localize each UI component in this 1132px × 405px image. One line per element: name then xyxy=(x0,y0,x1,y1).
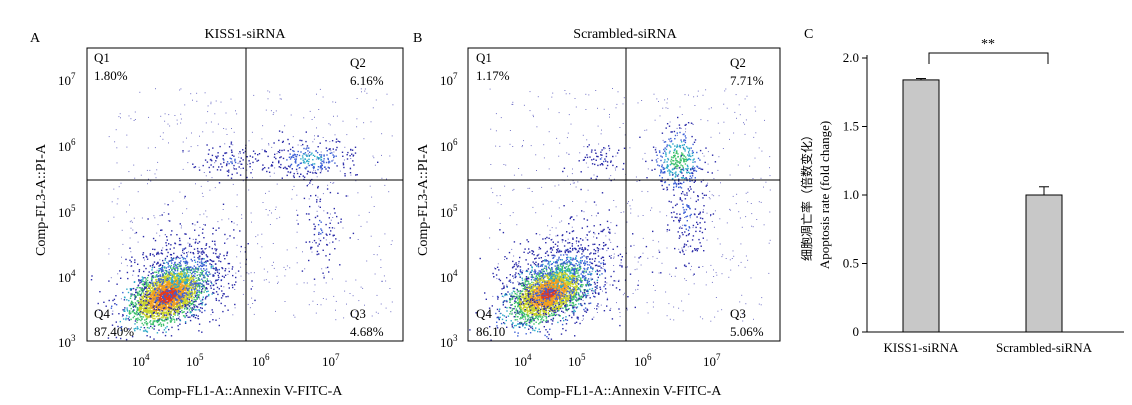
panel-a-q4-name: Q4 xyxy=(94,306,110,321)
panel-b-xtick-1e5: 105 xyxy=(568,352,586,369)
panel-b-q2-value: 7.71% xyxy=(730,73,764,88)
panel-c-ytick-label: 2.0 xyxy=(843,50,859,65)
panel-c-ylabel: Apoptosis rate (fold change) xyxy=(817,121,832,269)
significance-bracket xyxy=(928,52,1049,64)
panel-b: B Scrambled-siRNA Q1 1.17% Q2 7.71% Q3 5… xyxy=(413,27,781,399)
panel-b-ytick-1e5: 105 xyxy=(440,203,458,220)
panel-c: C 0 0.5 1.0 1.5 2.0 ** KISS1-siRNA Scrambled… xyxy=(799,27,1124,355)
panel-a-xtick-1e5: 105 xyxy=(186,352,204,369)
panel-b-label: B xyxy=(413,31,422,46)
panel-b-ylabel: Comp-FL3-A::PI-A xyxy=(416,143,431,256)
panel-b-q1-value: 1.17% xyxy=(476,68,510,83)
panel-b-xtick-1e4: 104 xyxy=(514,352,532,369)
panel-a-xtick-1e7: 107 xyxy=(322,352,340,369)
panel-b-xtick-1e6: 106 xyxy=(634,352,652,369)
panel-c-label: C xyxy=(804,27,813,42)
panel-c-ytick-label: 0 xyxy=(853,324,860,339)
panel-b-ytick-1e7: 107 xyxy=(440,71,458,88)
panel-b-xtick-1e7: 107 xyxy=(703,352,721,369)
panel-a-dots xyxy=(90,88,394,341)
panel-a-ytick-1e6: 106 xyxy=(58,137,76,154)
panel-a-ytick-1e5: 105 xyxy=(58,203,76,220)
panel-a-q4-value: 87.40% xyxy=(94,324,134,339)
panel-c-ytick-label: 1.0 xyxy=(843,187,859,202)
panel-b-title: Scrambled-siRNA xyxy=(573,27,677,42)
panel-a-q3-name: Q3 xyxy=(350,306,366,321)
panel-b-ytick-1e3: 103 xyxy=(440,333,458,350)
panel-c-ytick-label: 0.5 xyxy=(843,256,859,271)
panel-a-label: A xyxy=(30,31,41,46)
panel-c-bar xyxy=(902,79,940,333)
panel-a-q3-value: 4.68% xyxy=(350,324,384,339)
panel-a-q2-value: 6.16% xyxy=(350,73,384,88)
panel-c-ylabel-chinese: 细胞凋亡率（倍数变化） xyxy=(799,129,814,261)
panel-c-yticks: 0 0.5 1.0 1.5 2.0 xyxy=(843,50,867,339)
panel-b-ytick-1e6: 106 xyxy=(440,137,458,154)
panel-a-q1-name: Q1 xyxy=(94,50,110,65)
panel-b-q4-name: Q4 xyxy=(476,306,492,321)
panel-c-bar xyxy=(1025,194,1063,333)
panel-a-ytick-1e7: 107 xyxy=(58,71,76,88)
panel-b-q3-name: Q3 xyxy=(730,306,746,321)
panel-b-xlabel: Comp-FL1-A::Annexin V-FITC-A xyxy=(527,384,723,399)
panel-b-q4-value: 86.10 xyxy=(476,324,505,339)
panel-a-q1-value: 1.80% xyxy=(94,68,128,83)
panel-a-q2-name: Q2 xyxy=(350,55,366,70)
panel-b-frame xyxy=(467,47,781,342)
panel-c-category-2: Scrambled-siRNA xyxy=(996,340,1093,355)
significance-marker: ** xyxy=(981,37,995,52)
panel-b-q1-name: Q1 xyxy=(476,50,492,65)
panel-a-title: KISS1-siRNA xyxy=(205,27,287,42)
panel-a-ytick-1e3: 103 xyxy=(58,333,76,350)
panel-a: A KISS1-siRNA Q1 1.80% Q2 6.16% Q3 4.68%… xyxy=(30,27,404,399)
panel-c-category-1: KISS1-siRNA xyxy=(883,340,959,355)
panel-a-frame xyxy=(86,47,404,342)
panel-b-q3-value: 5.06% xyxy=(730,324,764,339)
panel-a-xtick-1e4: 104 xyxy=(132,352,150,369)
panel-b-q2-name: Q2 xyxy=(730,55,746,70)
panel-a-xtick-1e6: 106 xyxy=(252,352,270,369)
panel-b-dots xyxy=(469,88,771,341)
panel-c-bars xyxy=(902,78,1063,333)
panel-a-ylabel: Comp-FL3-A::PI-A xyxy=(34,143,49,256)
panel-a-xlabel: Comp-FL1-A::Annexin V-FITC-A xyxy=(148,384,344,399)
panel-b-ytick-1e4: 104 xyxy=(440,268,458,285)
panel-a-ytick-1e4: 104 xyxy=(58,268,76,285)
panel-c-ytick-label: 1.5 xyxy=(843,119,859,134)
